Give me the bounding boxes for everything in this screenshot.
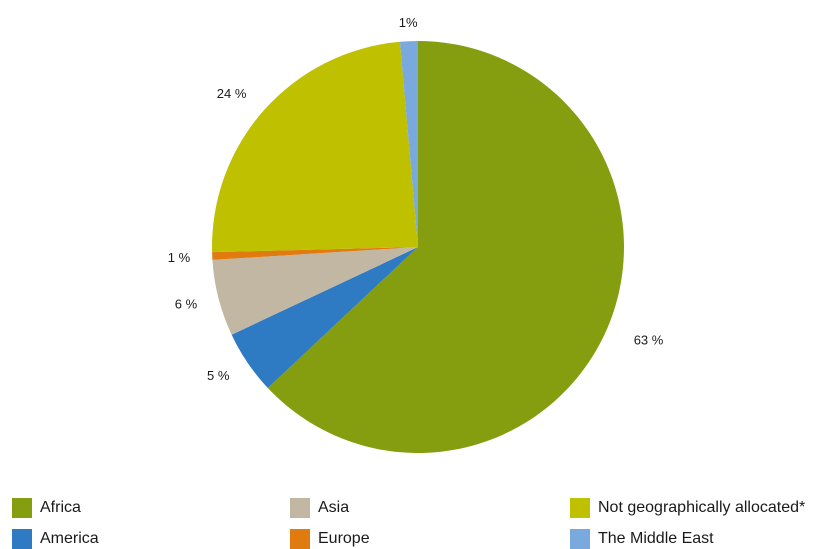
slice-label-europe: 1 %	[168, 250, 191, 265]
pie-slices	[212, 41, 624, 453]
pie-labels: 63 % 5 % 6 % 1 % 24 % 1%	[168, 15, 664, 383]
pie-slice-africa	[267, 41, 624, 453]
pie-slice-europe	[212, 247, 418, 260]
slice-label-africa: 63 %	[634, 332, 664, 347]
pie-slice-not-geographically-allocated	[212, 41, 418, 253]
pie-slice-the-middle-east	[399, 41, 418, 247]
slice-label-not-geographically-allocated: 24 %	[217, 86, 247, 101]
slice-label-america: 5 %	[207, 368, 230, 383]
pie-slice-asia	[212, 247, 418, 335]
slice-label-middle-east: 1%	[399, 15, 418, 30]
pie-slice-america	[231, 247, 418, 389]
slice-label-asia: 6 %	[175, 297, 198, 312]
